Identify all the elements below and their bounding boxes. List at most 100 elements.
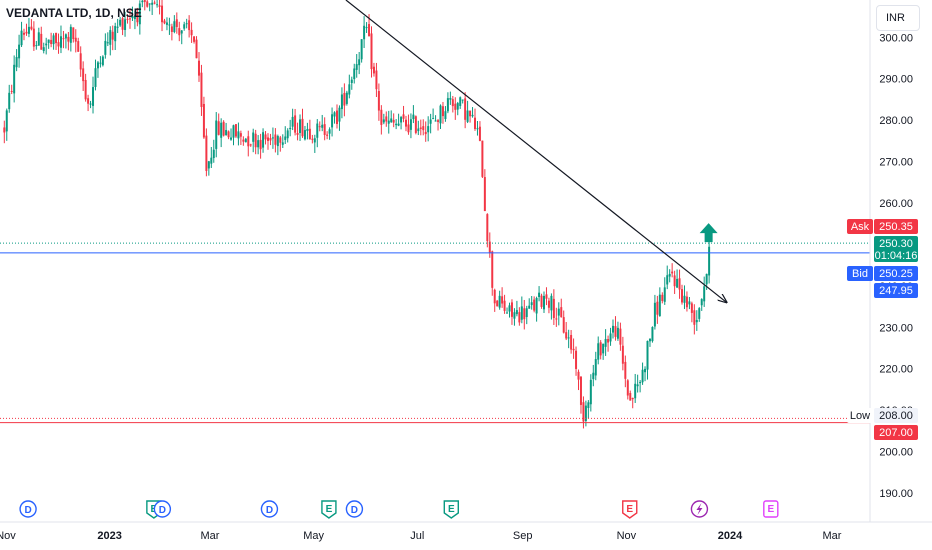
candle-body (225, 130, 228, 136)
candle-body (565, 332, 568, 339)
candle-body (45, 43, 48, 46)
dividend-event-icon[interactable]: D (260, 500, 279, 518)
candle-body (424, 131, 427, 135)
candle-body (185, 23, 188, 25)
candle-body (427, 126, 430, 133)
candle-body (165, 22, 168, 25)
candle-body (355, 64, 358, 70)
candle-body (40, 33, 43, 50)
candle-body (451, 99, 454, 107)
candle-body (25, 31, 28, 34)
price-tag-bg (874, 236, 918, 262)
signal-layer (699, 223, 718, 243)
candle-body (382, 119, 385, 123)
tag-label-bg (847, 408, 873, 423)
price-tag-bg (874, 266, 918, 281)
candle-body (572, 348, 575, 351)
candle-body (454, 103, 457, 110)
candle-body (133, 15, 136, 20)
candle-body (422, 126, 425, 131)
candle-body (20, 30, 23, 46)
candle-body (481, 140, 484, 177)
candle-body (429, 119, 432, 124)
dividend-event-icon[interactable]: D (19, 500, 37, 518)
candle-body (661, 294, 664, 301)
candle-body (200, 72, 203, 107)
candle-body (656, 301, 659, 315)
candle-body (42, 47, 45, 52)
candle-body (555, 318, 558, 320)
candle-body (513, 312, 516, 319)
candle-body (432, 118, 435, 120)
y-tick-label: 270.00 (879, 157, 913, 169)
candle-body (183, 24, 186, 29)
candle-body (372, 66, 375, 74)
candle-body (294, 115, 297, 133)
candle-body (520, 306, 523, 320)
candle-body (510, 302, 513, 317)
candle-body (109, 30, 112, 45)
price-tag-value: 247.95 (879, 285, 913, 297)
trendline-layer[interactable] (345, 0, 727, 302)
candle-body (547, 300, 550, 308)
earnings-event-icon[interactable]: E (622, 500, 638, 519)
candle-body (94, 68, 97, 87)
candle-body (13, 64, 16, 94)
candle-body (653, 302, 656, 327)
svg-text:E: E (626, 504, 633, 515)
candle-body (151, 2, 154, 5)
candle-body (180, 30, 183, 34)
x-tick-label: Nov (617, 530, 637, 542)
candle-body (55, 32, 58, 44)
candle-body (27, 26, 30, 34)
x-tick-label: Mar (823, 530, 842, 542)
candle-body (82, 68, 85, 82)
candle-body (515, 310, 518, 315)
candle-body (616, 327, 619, 339)
candle-body (306, 128, 309, 131)
price-tag-value: 207.00 (879, 427, 913, 439)
candle-body (506, 312, 509, 314)
candle-body (313, 138, 316, 143)
dividend-event-icon[interactable]: D (153, 500, 172, 518)
plot-area[interactable] (0, 0, 870, 522)
candle-body (62, 38, 65, 40)
candle-body (491, 251, 494, 288)
candle-body (700, 299, 703, 306)
candle-body (296, 132, 299, 135)
svg-text:D: D (159, 505, 166, 516)
candle-body (476, 128, 479, 130)
earnings-event-icon[interactable]: E (443, 500, 459, 519)
candle-body (237, 131, 240, 139)
candle-body (533, 299, 536, 311)
candle-body (673, 275, 676, 287)
dividend-event-icon[interactable]: D (345, 500, 364, 518)
candle-body (579, 376, 582, 405)
earnings-event-icon[interactable]: E (763, 500, 779, 518)
trendline[interactable] (345, 0, 727, 302)
earnings-event-icon[interactable]: E (321, 500, 337, 519)
candle-body (47, 39, 50, 43)
candle-body (114, 26, 117, 42)
candle-body (264, 134, 267, 140)
y-tick-label: 300.00 (879, 32, 913, 44)
candle-body (407, 124, 410, 133)
candle-body (584, 405, 587, 421)
candle-body (321, 124, 324, 128)
candle-body (417, 128, 420, 132)
y-tick-label: 190.00 (879, 488, 913, 500)
lightning-event-icon[interactable] (690, 500, 709, 518)
candle-body (471, 114, 474, 117)
time-axis[interactable]: Nov 2023 Mar May Jul Sep Nov 2024 Mar (0, 530, 842, 542)
candle-body (528, 305, 531, 309)
candle-body (478, 126, 481, 141)
candle-body (577, 371, 580, 380)
candle-body (230, 137, 233, 140)
candle-body (35, 45, 38, 47)
currency-button[interactable]: INR (876, 5, 920, 31)
candle-body (212, 149, 215, 159)
candle-body (254, 133, 257, 148)
symbol-title[interactable]: VEDANTA LTD, 1D, NSE (6, 6, 142, 20)
candle-body (111, 31, 114, 40)
